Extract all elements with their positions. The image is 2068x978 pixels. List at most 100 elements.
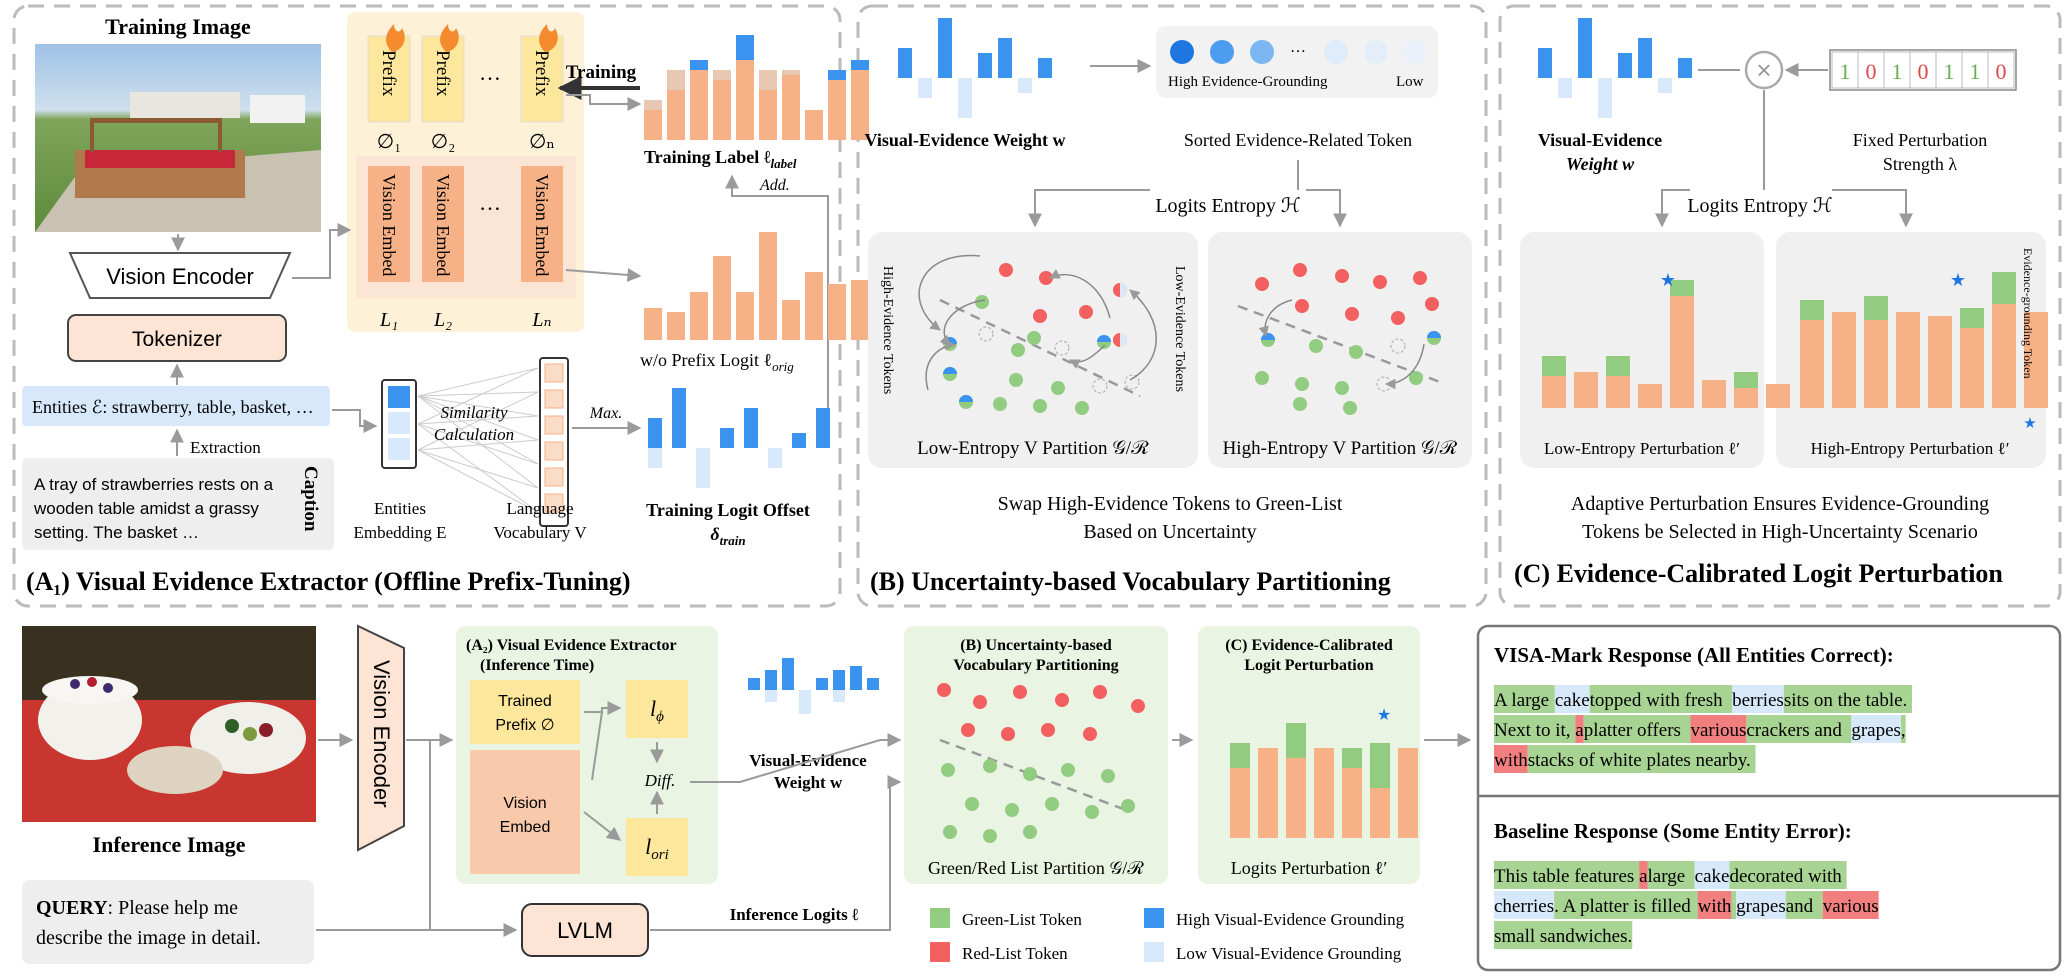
label-bar-hatch — [759, 70, 777, 90]
c-visual-evidence-weight-1: Visual-Evidence — [1538, 130, 1662, 150]
phi-1: ∅₁ — [377, 131, 401, 153]
inference-image-label: Inference Image — [93, 832, 246, 857]
weight-bar-negative — [768, 448, 782, 468]
caption-line-2: wooden table amidst a grassy — [33, 499, 259, 518]
mask-digit: 1 — [1970, 59, 1981, 84]
highlight-span — [1647, 861, 1695, 889]
highlight-span — [1697, 891, 1732, 919]
swapped-token-half — [959, 395, 973, 402]
swapped-token-half — [1097, 335, 1111, 342]
perturb-bar-green — [1670, 280, 1694, 296]
similarity-line-2: Calculation — [434, 425, 514, 444]
response-text-span: stacks of white plates nearby. — [1528, 750, 1751, 771]
perturb-bar-green — [1606, 356, 1630, 376]
perturb-bar — [1734, 388, 1758, 408]
green-token — [1045, 797, 1059, 811]
green-token — [1295, 377, 1309, 391]
mask-cell — [1987, 51, 2015, 89]
c-caption-line-1: Adaptive Perturbation Ensures Evidence-G… — [1571, 493, 1989, 515]
trained-prefix-box — [470, 680, 580, 744]
prefix-boxes: Prefix Prefix Prefix — [367, 35, 564, 123]
legend-high-swatch — [1144, 908, 1164, 928]
query-box — [22, 880, 314, 964]
perturb-bar — [1766, 384, 1790, 408]
red-token — [1033, 309, 1047, 323]
highlight-span — [1494, 921, 1628, 949]
response-text-span: topped with fresh — [1590, 690, 1723, 711]
entities-embedding-line-2: Embedding E — [353, 523, 446, 542]
training-label-caption: Training Label ℓlabel — [644, 147, 797, 171]
training-logit-offset-label: Training Logit Offset — [646, 500, 810, 520]
highlight-span — [1746, 715, 1852, 743]
perturb-bar — [1606, 376, 1630, 408]
bottom-b-title-2: Vocabulary Partitioning — [953, 657, 1118, 674]
logit-bar — [690, 292, 708, 340]
l-phi-label: lϕ — [650, 696, 664, 725]
c-logits-entropy: Logits Entropy ℋ — [1687, 195, 1832, 217]
response-text-span: a — [1639, 866, 1648, 887]
delta-train-label: δtrain — [710, 524, 745, 548]
tokenizer-label: Tokenizer — [132, 328, 222, 351]
response-text-span: crackers and — [1746, 720, 1842, 741]
ln-label: Lₙ — [531, 309, 551, 331]
phi-2: ∅₂ — [431, 131, 455, 153]
highlight-span — [1732, 685, 1784, 713]
response-text-span: grapes — [1851, 720, 1901, 741]
prefix-label-1: Prefix — [378, 50, 399, 97]
logit-bar — [851, 280, 869, 340]
perturb-bar — [1230, 768, 1250, 838]
green-token — [1335, 381, 1349, 395]
weight-bar-negative — [1558, 78, 1572, 98]
weight-bar-positive — [1618, 53, 1632, 78]
training-offset-chart — [648, 388, 830, 488]
baseline-response-text: This table features a large cake decorat… — [1494, 861, 1879, 949]
weight-bar-positive — [765, 670, 777, 690]
response-text-span: grapes — [1736, 896, 1786, 917]
green-token — [1293, 397, 1307, 411]
caption-side-label: Caption — [300, 466, 321, 532]
green-token — [965, 797, 979, 811]
highlight-span — [1627, 921, 1633, 949]
logit-bar — [667, 312, 685, 340]
high-evidence-tokens-label: High-Evidence Tokens — [880, 266, 895, 394]
training-label-chart — [644, 35, 869, 140]
vision-embed-label-1: Vision Embed — [379, 174, 399, 276]
bottom-weight-chart — [748, 658, 879, 714]
legend-red-label: Red-List Token — [962, 944, 1068, 963]
legend-red-swatch — [930, 942, 950, 962]
red-token — [1335, 269, 1349, 283]
green-token — [1027, 331, 1041, 345]
perturb-bar-green — [1992, 272, 2016, 304]
perturb-bar-green — [1960, 308, 1984, 328]
legend-low-swatch — [1144, 942, 1164, 962]
l-phi-box — [626, 680, 688, 738]
query-line-2: describe the image in detail. — [36, 927, 261, 949]
training-image-title: Training Image — [105, 14, 251, 39]
response-text-span: This table features — [1494, 866, 1634, 887]
low-entropy-partition-label: Low-Entropy V Partition 𝒢/ℛ — [917, 438, 1149, 459]
partition-line — [939, 298, 1141, 398]
sorted-token-dots — [1170, 40, 1426, 64]
prefix-ellipsis: … — [479, 60, 501, 85]
mask-digit: 1 — [1944, 59, 1955, 84]
weight-bar-negative — [1598, 78, 1612, 118]
green-token — [993, 397, 1007, 411]
perturb-bar-green — [1286, 723, 1306, 758]
weight-bar-positive — [938, 18, 952, 78]
red-token — [1131, 699, 1145, 713]
empty-token — [1124, 374, 1140, 390]
logit-bar — [713, 256, 731, 340]
perturb-bar — [1286, 758, 1306, 838]
red-token — [1391, 311, 1405, 325]
mask-cell — [1935, 51, 1963, 89]
red-token — [973, 695, 987, 709]
highlight-span — [1494, 891, 1555, 919]
mask-digit: 0 — [1918, 59, 1929, 84]
phi-n: ∅ₙ — [529, 131, 555, 153]
highlight-span — [1527, 745, 1756, 773]
label-bar-hatch — [667, 70, 685, 90]
b-caption-line-2: Based on Uncertainty — [1083, 521, 1256, 543]
similarity-line-1: Similarity — [440, 403, 508, 422]
high-entropy-partition-label: High-Entropy V Partition 𝒢/ℛ — [1223, 438, 1458, 459]
